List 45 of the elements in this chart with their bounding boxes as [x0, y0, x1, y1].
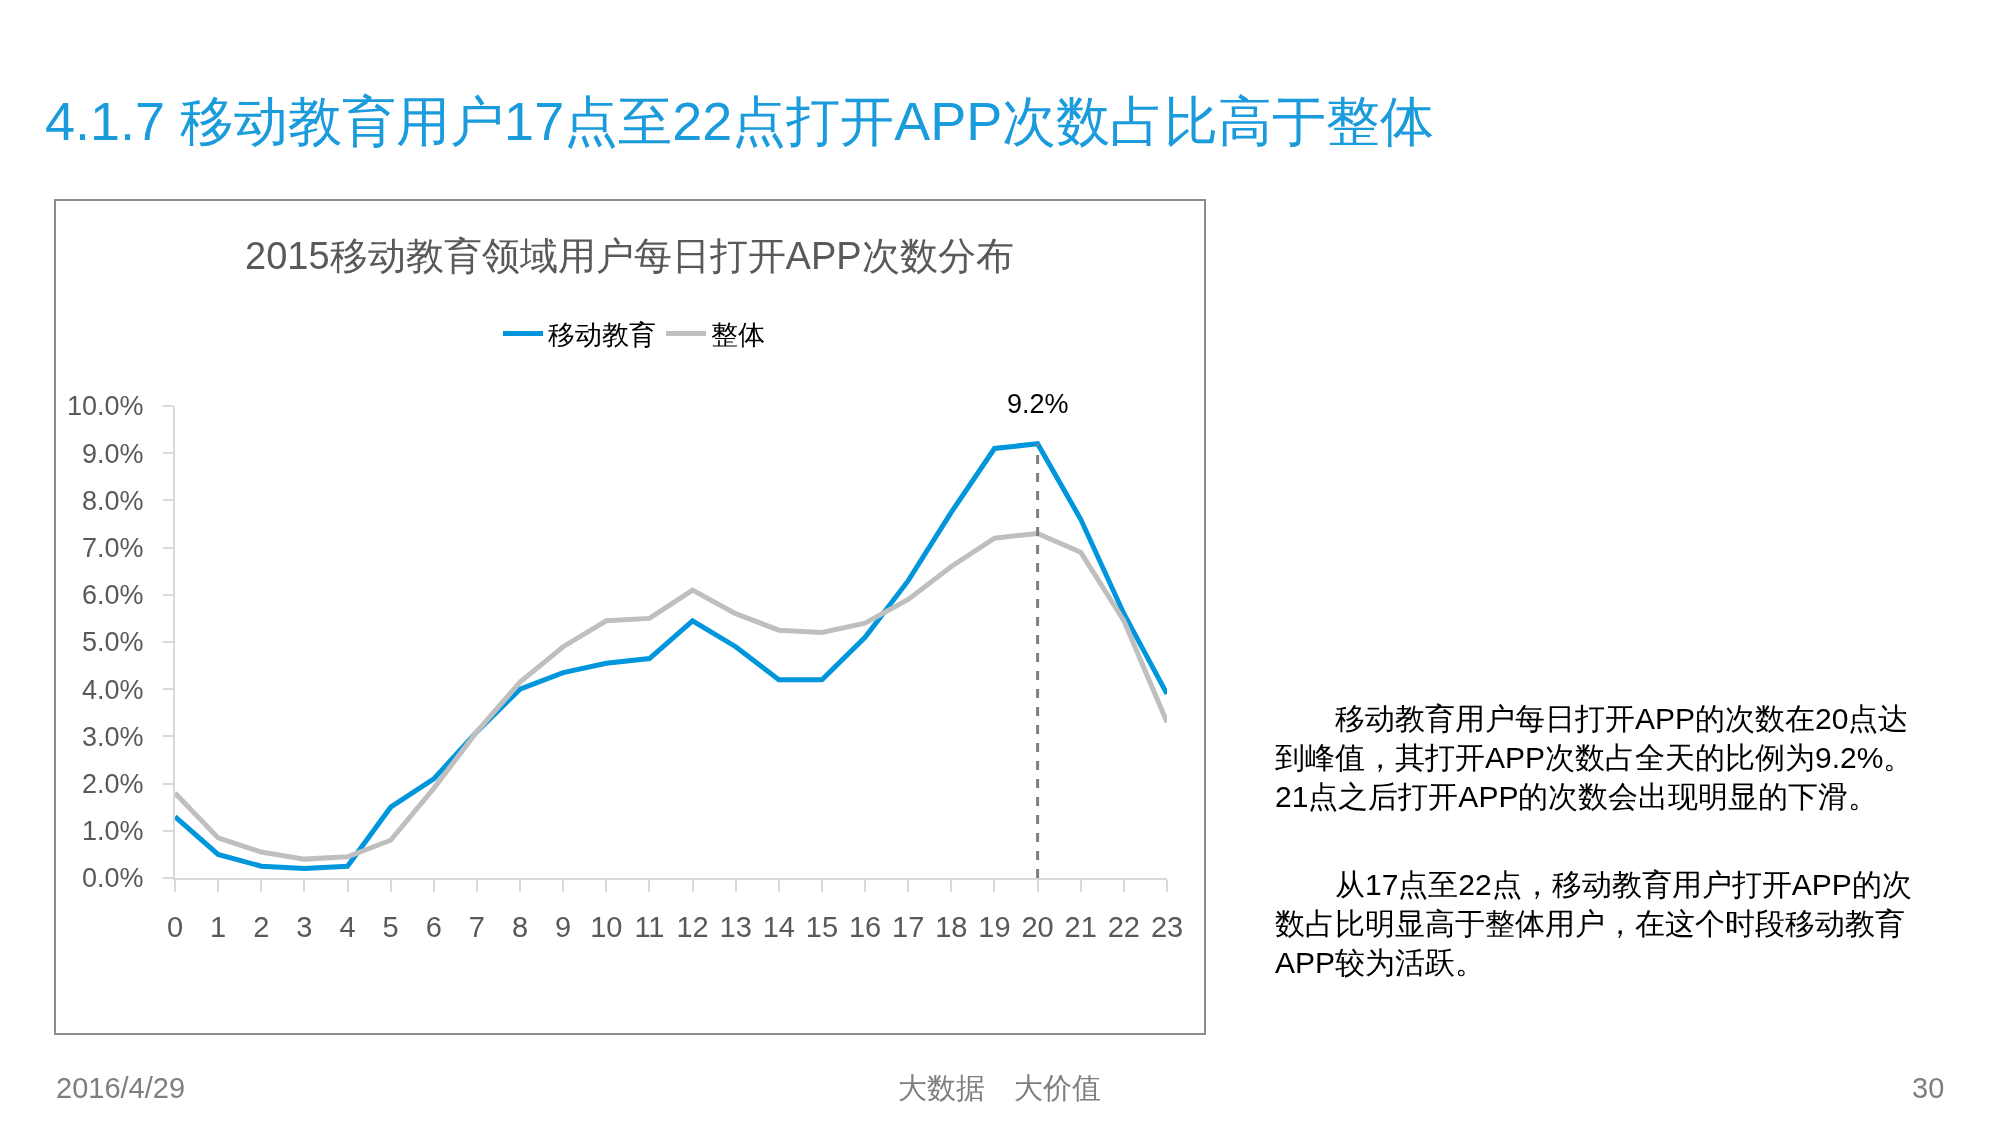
text: 从17点至22点，移动教育用户打开APP的次数占比明显高于整体用户，在这个时段移动教育APP较为活跃。: [1275, 868, 1912, 979]
x-tick-label: 21: [1064, 910, 1097, 943]
x-tick-label: 0: [166, 910, 184, 943]
x-tick-label: 17: [892, 910, 925, 943]
x-tick-label: 5: [382, 910, 399, 943]
x-tick-label: 2: [253, 910, 270, 943]
y-tick-label: 6.0%: [82, 580, 144, 611]
y-tick-label: 7.0%: [82, 533, 144, 564]
x-tick-label: 8: [511, 910, 529, 943]
x-tick-label: 1: [210, 910, 227, 943]
text: 大数据 大价值: [898, 1072, 1101, 1104]
y-tick-label: 9.0%: [82, 438, 144, 469]
x-tick-label: 20: [1021, 910, 1054, 943]
x-tick-label: 13: [719, 910, 752, 943]
x-tick-label: 7: [468, 910, 485, 943]
y-tick-label: 3.0%: [82, 721, 144, 752]
text: 移动教育用户每日打开APP的次数在20点达到峰值，其打开APP次数占全天的比例为9.2%。21点之后打开APP的次数会出现明显的下滑。: [1275, 702, 1914, 813]
x-tick-label: 23: [1150, 910, 1184, 943]
y-tick-label: 10.0%: [67, 391, 144, 422]
x-tick-label: 4: [339, 910, 356, 943]
x-tick-label: 16: [848, 910, 882, 943]
y-tick-label: 1.0%: [82, 816, 144, 847]
x-tick-label: 3: [296, 910, 313, 943]
x-tick-label: 11: [634, 910, 665, 943]
data-label: 9.2%: [1007, 389, 1069, 419]
x-tick-label: 22: [1107, 910, 1140, 943]
y-tick-label: 8.0%: [82, 485, 144, 516]
text: 2016/4/29: [56, 1072, 186, 1104]
x-tick-label: 14: [762, 910, 795, 943]
x-tick-label: 12: [676, 910, 709, 943]
y-tick-label: 2.0%: [82, 769, 144, 800]
y-tick-label: 0.0%: [82, 863, 144, 894]
x-tick-label: 18: [935, 910, 968, 943]
x-tick-label: 10: [590, 910, 623, 943]
x-tick-label: 19: [978, 910, 1011, 943]
chart-subtitle: 2015移动教育领域用户每日打开APP次数分布: [245, 235, 1014, 277]
x-tick-label: 9: [555, 910, 572, 943]
legend-label: 整体: [711, 320, 765, 351]
text: 30: [1912, 1072, 1945, 1104]
y-tick-label: 4.0%: [82, 674, 144, 705]
legend-label: 移动教育: [548, 320, 656, 351]
y-tick-label: 5.0%: [82, 627, 144, 658]
chart-title: 4.1.7 移动教育用户17点至22点打开APP次数占比高于整体: [45, 90, 1435, 151]
x-tick-label: 6: [425, 910, 442, 943]
x-tick-label: 15: [805, 910, 839, 943]
